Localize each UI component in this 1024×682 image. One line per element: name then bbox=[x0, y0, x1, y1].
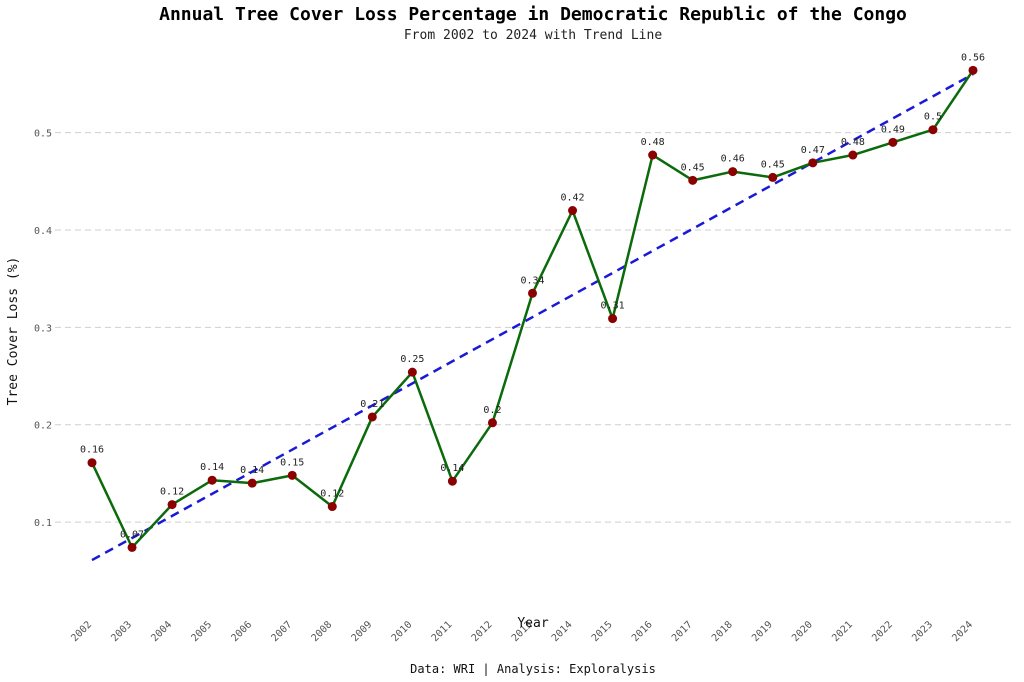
x-tick-label: 2012 bbox=[470, 619, 495, 644]
data-label: 0.25 bbox=[400, 354, 424, 365]
data-point bbox=[768, 172, 778, 182]
data-point bbox=[608, 314, 618, 324]
x-tick-label: 2023 bbox=[910, 619, 935, 644]
data-label: 0.2 bbox=[483, 405, 501, 416]
data-label: 0.21 bbox=[360, 399, 384, 410]
x-tick-label: 2007 bbox=[270, 619, 295, 644]
data-point bbox=[728, 167, 738, 177]
data-label: 0.15 bbox=[280, 457, 304, 468]
data-point bbox=[367, 412, 377, 422]
data-label: 0.45 bbox=[681, 162, 705, 173]
data-label: 0.12 bbox=[320, 489, 344, 500]
data-point bbox=[407, 367, 417, 377]
data-label: 0.47 bbox=[801, 145, 825, 156]
data-labels: 0.16 0.07 0.12 0.14 0.14 0.15 0.12 0.21 0.25 0.14… bbox=[80, 52, 985, 540]
x-tick-label: 2018 bbox=[710, 619, 735, 644]
data-label: 0.56 bbox=[961, 52, 985, 63]
data-label: 0.49 bbox=[881, 124, 905, 135]
data-label: 0.34 bbox=[520, 275, 544, 286]
data-label: 0.14 bbox=[200, 462, 224, 473]
data-label: 0.16 bbox=[80, 445, 104, 456]
trend-line bbox=[91, 73, 974, 562]
data-point bbox=[327, 502, 337, 512]
data-label: 0.31 bbox=[601, 301, 625, 312]
x-tick-label: 2015 bbox=[590, 619, 615, 644]
x-tick-label: 2016 bbox=[630, 619, 655, 644]
data-point bbox=[848, 150, 858, 160]
data-label: 0.07 bbox=[120, 529, 144, 540]
x-tick-label: 2022 bbox=[870, 619, 895, 644]
data-point bbox=[568, 206, 578, 216]
x-tick-label: 2002 bbox=[69, 619, 94, 644]
y-axis-ticks: 0.1 0.2 0.3 0.4 0.5 bbox=[34, 129, 52, 529]
data-label: 0.46 bbox=[721, 154, 745, 165]
x-tick-label: 2006 bbox=[229, 619, 254, 644]
y-tick-label: 0.5 bbox=[34, 129, 52, 140]
x-tick-label: 2008 bbox=[310, 619, 335, 644]
y-tick-label: 0.3 bbox=[34, 323, 52, 334]
y-axis-label: Tree Cover Loss (%) bbox=[6, 257, 21, 406]
data-point bbox=[648, 150, 658, 160]
data-label: 0.42 bbox=[560, 193, 584, 204]
x-tick-label: 2021 bbox=[830, 619, 855, 644]
x-tick-label: 2009 bbox=[350, 619, 375, 644]
data-point bbox=[287, 470, 297, 480]
data-point bbox=[87, 458, 97, 468]
data-label: 0.14 bbox=[240, 465, 264, 476]
y-tick-label: 0.1 bbox=[34, 518, 52, 529]
data-point bbox=[167, 500, 177, 510]
x-axis-label: Year bbox=[517, 616, 548, 631]
data-point bbox=[888, 137, 898, 147]
data-label: 0.48 bbox=[641, 137, 665, 148]
x-tick-label: 2020 bbox=[790, 619, 815, 644]
data-point bbox=[127, 542, 137, 552]
y-tick-label: 0.4 bbox=[34, 226, 52, 237]
x-tick-label: 2005 bbox=[189, 619, 214, 644]
data-point bbox=[968, 65, 978, 75]
data-label: 0.12 bbox=[160, 487, 184, 498]
y-tick-label: 0.2 bbox=[34, 421, 52, 432]
data-point bbox=[487, 418, 497, 428]
chart-title: Annual Tree Cover Loss Percentage in Dem… bbox=[159, 4, 907, 25]
data-label: 0.5 bbox=[924, 112, 942, 123]
x-tick-label: 2024 bbox=[950, 619, 975, 644]
data-point bbox=[447, 476, 457, 486]
chart-caption: Data: WRI | Analysis: Exploralysis bbox=[410, 662, 656, 676]
data-label: 0.14 bbox=[440, 463, 464, 474]
gridlines bbox=[55, 132, 1015, 523]
x-tick-label: 2017 bbox=[670, 619, 695, 644]
x-tick-label: 2010 bbox=[390, 619, 415, 644]
x-tick-label: 2003 bbox=[109, 619, 134, 644]
data-point bbox=[688, 175, 698, 185]
data-point bbox=[207, 475, 217, 485]
data-point bbox=[808, 158, 818, 168]
data-label: 0.48 bbox=[841, 137, 865, 148]
x-tick-label: 2019 bbox=[750, 619, 775, 644]
data-label: 0.45 bbox=[761, 159, 785, 170]
chart-subtitle: From 2002 to 2024 with Trend Line bbox=[404, 28, 662, 43]
data-point bbox=[928, 125, 938, 135]
x-tick-label: 2004 bbox=[149, 619, 174, 644]
x-tick-label: 2014 bbox=[550, 619, 575, 644]
data-points bbox=[87, 65, 978, 552]
x-tick-label: 2011 bbox=[430, 619, 455, 644]
data-point bbox=[247, 478, 257, 488]
data-point bbox=[528, 288, 537, 298]
